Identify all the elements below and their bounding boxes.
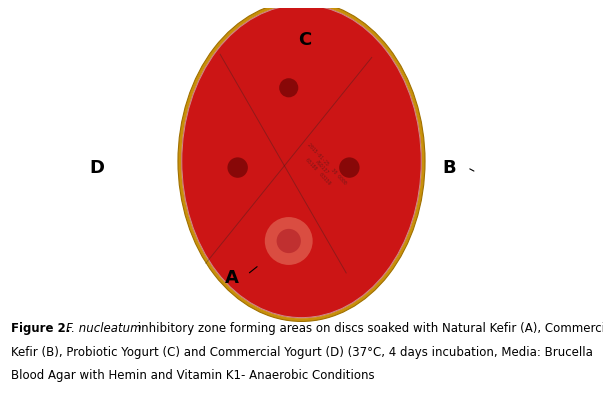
Text: A: A xyxy=(225,269,239,287)
Ellipse shape xyxy=(279,78,298,97)
Text: F. nucleatum: F. nucleatum xyxy=(66,322,142,335)
Text: D: D xyxy=(89,158,104,177)
Ellipse shape xyxy=(339,157,359,178)
Text: Blood Agar with Hemin and Vitamin K1- Anaerobic Conditions: Blood Agar with Hemin and Vitamin K1- An… xyxy=(11,369,374,383)
Text: Kefir (B), Probiotic Yogurt (C) and Commercial Yogurt (D) (37°C, 4 days incubati: Kefir (B), Probiotic Yogurt (C) and Comm… xyxy=(11,346,593,359)
Text: inhibitory zone forming areas on discs soaked with Natural Kefir (A), Commercial: inhibitory zone forming areas on discs s… xyxy=(134,322,603,335)
Ellipse shape xyxy=(265,217,313,265)
Ellipse shape xyxy=(227,157,248,178)
Ellipse shape xyxy=(277,229,301,253)
Text: B: B xyxy=(443,158,456,177)
Text: Figure 2.: Figure 2. xyxy=(11,322,74,335)
Ellipse shape xyxy=(178,1,425,322)
Text: 2015-01-25  30 0000
ASO137
65180  03159: 2015-01-25 30 0000 ASO137 65180 03159 xyxy=(297,142,347,193)
Ellipse shape xyxy=(181,4,422,318)
Ellipse shape xyxy=(182,5,421,318)
Text: C: C xyxy=(298,31,311,49)
